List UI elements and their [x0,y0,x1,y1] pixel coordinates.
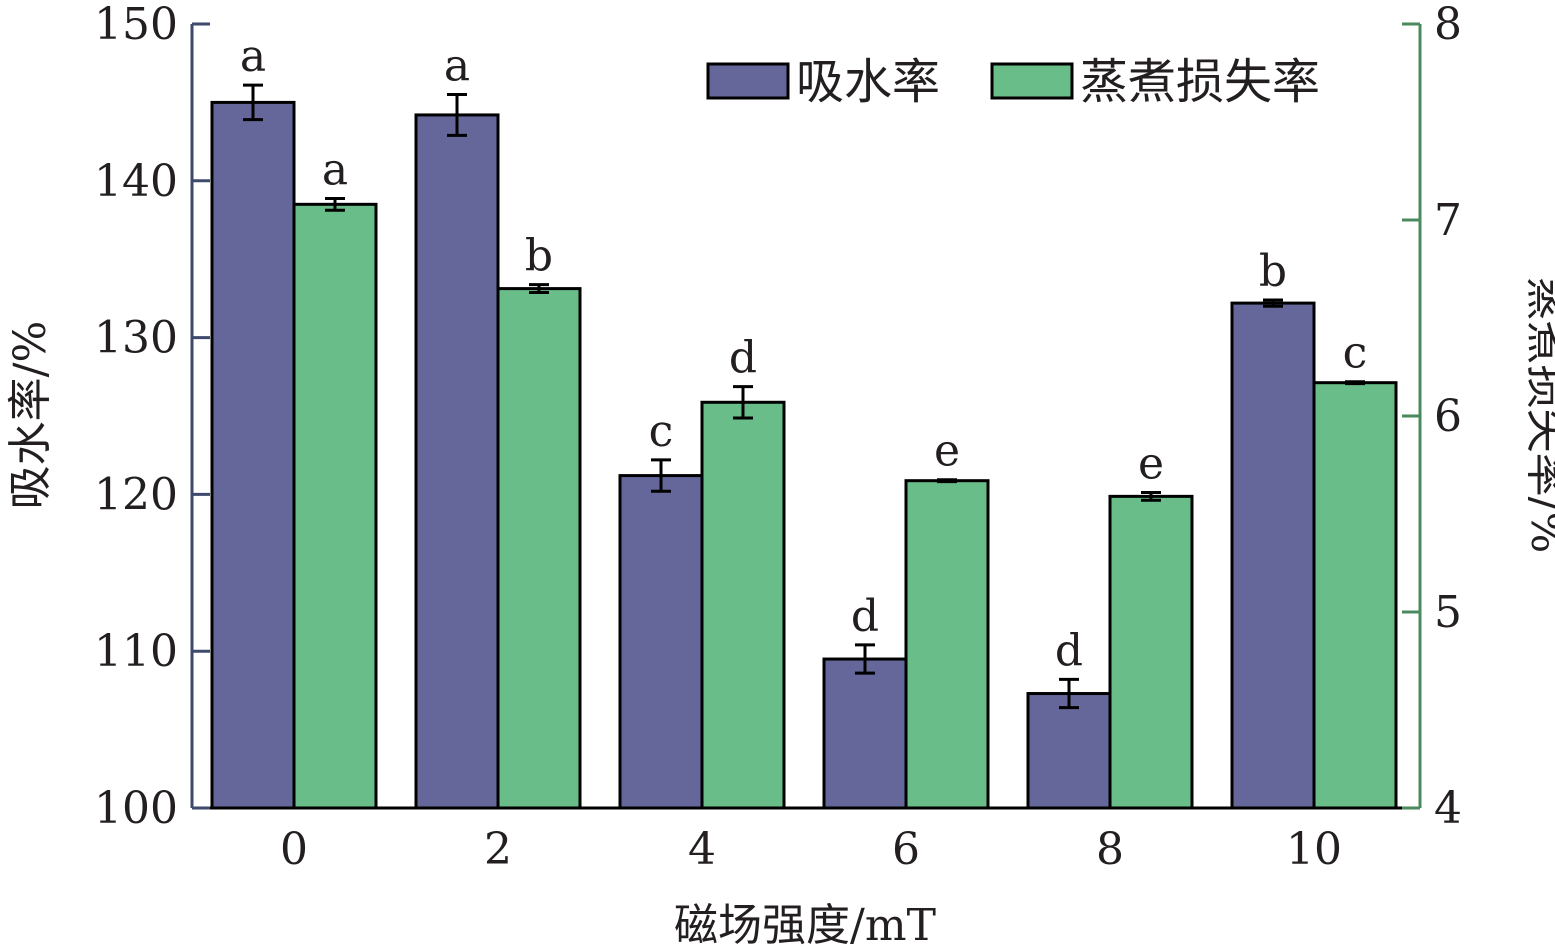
y-tick-label-right-4: 4 [1434,783,1462,834]
legend-label-water-absorption: 吸水率 [796,54,940,110]
errorbar-water-absorption-6 [855,643,875,675]
sig-label-water-absorption-0: a [240,31,266,82]
sig-labels-layer: a a a b c d d e d e b c [240,31,1367,676]
bar-water-absorption-4 [618,474,704,810]
errorbar-cooking-loss-4 [733,385,753,420]
sig-label-water-absorption-8: d [1055,625,1083,676]
x-axis-title: 磁场强度/mT [674,900,936,949]
y-tick-label-left-140: 140 [94,156,178,207]
y-tick-label-left-120: 120 [94,469,178,520]
y-tick-label-left-130: 130 [94,313,178,364]
sig-label-water-absorption-4: c [649,406,674,457]
errorbar-cooking-loss-0 [325,196,345,212]
errorbar-water-absorption-4 [651,458,671,493]
sig-label-water-absorption-10: b [1259,246,1287,297]
bar-cooking-loss-0 [292,202,378,810]
y-tick-label-left-100: 100 [94,783,178,834]
x-tick-label-2: 2 [484,824,512,875]
x-tick-label-8: 8 [1096,824,1124,875]
errorbar-cooking-loss-2 [529,283,549,295]
errorbar-water-absorption-10 [1263,298,1283,308]
y-tick-label-right-5: 5 [1434,587,1462,638]
legend-swatch-water-absorption [706,62,790,100]
x-tick-label-6: 6 [892,824,920,875]
errorbars-layer [243,83,1365,710]
errorbar-cooking-loss-10 [1345,380,1365,386]
sig-label-water-absorption-6: d [851,591,879,642]
sig-label-cooking-loss-8: e [1138,438,1164,489]
ticks-layer: 0 2 4 6 8 10 100 110 120 130 140 150 4 5 6 7 8 [94,0,1462,875]
legend: 吸水率 蒸煮损失率 [706,54,1320,110]
sig-label-cooking-loss-6: e [934,426,960,477]
errorbar-cooking-loss-8 [1141,490,1161,502]
legend-swatch-cooking-loss [990,62,1074,100]
x-tick-label-10: 10 [1286,824,1342,875]
bars-layer [210,100,1398,810]
legend-label-cooking-loss: 蒸煮损失率 [1080,54,1320,110]
bar-water-absorption-10 [1230,301,1316,810]
bar-cooking-loss-4 [700,400,786,810]
sig-label-cooking-loss-0: a [322,144,348,195]
sig-label-water-absorption-2: a [444,41,470,92]
bar-water-absorption-0 [210,100,296,810]
sig-label-cooking-loss-4: d [729,333,757,384]
y-axis-title-left: 吸水率/% [5,321,56,510]
y-tick-label-right-8: 8 [1434,0,1462,50]
y-axis-title-right: 蒸煮损失率/% [1521,277,1555,554]
sig-label-cooking-loss-10: c [1343,328,1368,379]
bar-cooking-loss-6 [904,479,990,810]
errorbar-water-absorption-0 [243,83,263,122]
errorbar-water-absorption-8 [1059,677,1079,710]
y-tick-label-right-7: 7 [1434,195,1462,246]
y-tick-label-left-150: 150 [94,0,178,50]
bar-water-absorption-2 [414,113,500,810]
sig-label-cooking-loss-2: b [525,231,553,282]
errorbar-cooking-loss-6 [937,478,957,484]
bar-cooking-loss-10 [1312,381,1398,810]
bar-water-absorption-8 [1026,692,1112,810]
bar-cooking-loss-2 [496,287,582,810]
y-tick-label-left-110: 110 [94,626,178,677]
y-tick-label-right-6: 6 [1434,391,1462,442]
bar-cooking-loss-8 [1108,494,1194,810]
x-tick-label-4: 4 [688,824,716,875]
bar-water-absorption-6 [822,657,908,810]
errorbar-water-absorption-2 [447,93,467,137]
x-tick-label-0: 0 [280,824,308,875]
